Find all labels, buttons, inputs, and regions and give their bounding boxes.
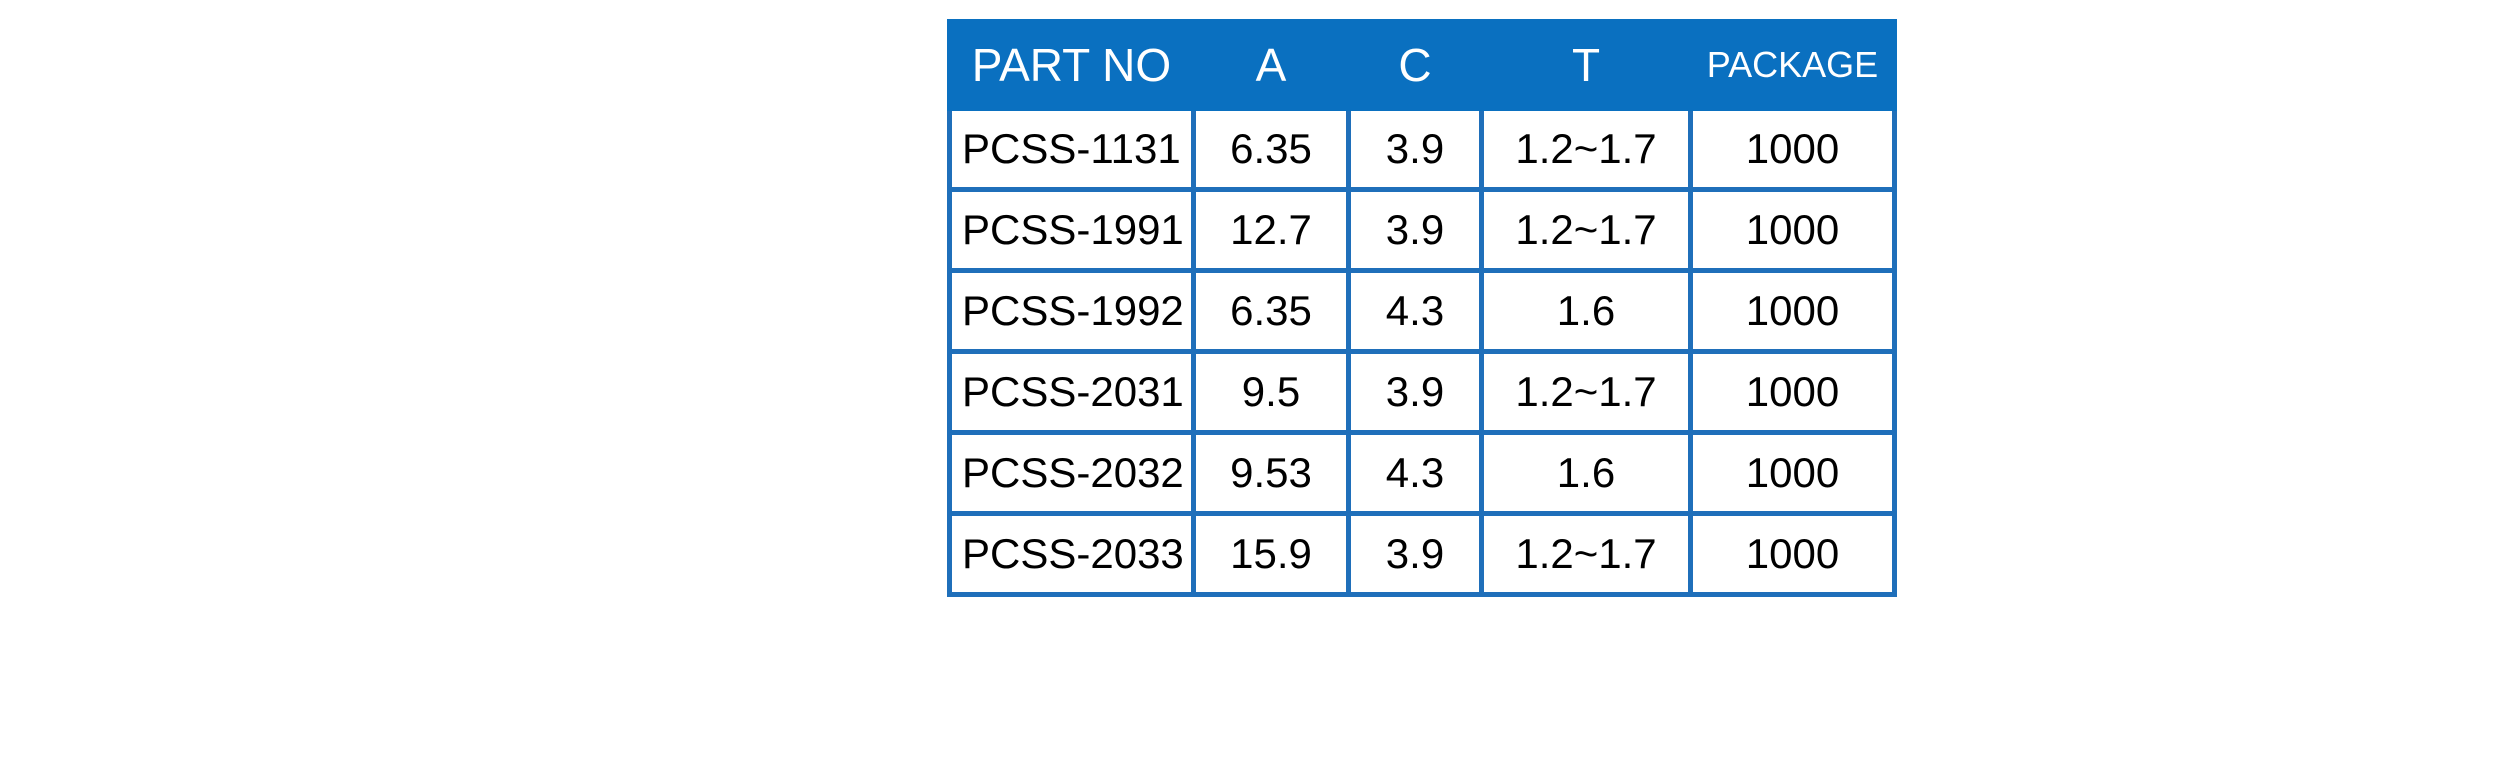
cell-part-no: PCSS-1991 [947,187,1196,273]
cell-a: 9.5 [1191,349,1351,435]
cell-a: 9.53 [1191,430,1351,516]
cell-a: 6.35 [1191,268,1351,354]
cell-c: 3.9 [1346,511,1484,597]
spec-table: PART NO A C T PACKAGE PCSS-1131 6.35 3.9… [947,19,1897,597]
cell-c: 3.9 [1346,106,1484,192]
cell-t: 1.6 [1479,268,1693,354]
header-c: C [1346,19,1484,111]
cell-a: 15.9 [1191,511,1351,597]
cell-package: 1000 [1688,106,1897,192]
cell-t: 1.2~1.7 [1479,106,1693,192]
cell-package: 1000 [1688,430,1897,516]
cell-t: 1.2~1.7 [1479,187,1693,273]
table-body: PCSS-1131 6.35 3.9 1.2~1.7 1000 PCSS-199… [947,106,1897,597]
cell-t: 1.2~1.7 [1479,349,1693,435]
header-t: T [1479,19,1693,111]
table-row: PCSS-1131 6.35 3.9 1.2~1.7 1000 [947,106,1897,192]
cell-c: 4.3 [1346,430,1484,516]
header-package: PACKAGE [1688,19,1897,111]
header-a: A [1191,19,1351,111]
table-row: PCSS-2032 9.53 4.3 1.6 1000 [947,430,1897,516]
cell-c: 4.3 [1346,268,1484,354]
cell-part-no: PCSS-1131 [947,106,1196,192]
cell-part-no: PCSS-2033 [947,511,1196,597]
cell-part-no: PCSS-2031 [947,349,1196,435]
header-row: PART NO A C T PACKAGE [947,19,1897,111]
cell-package: 1000 [1688,268,1897,354]
cell-c: 3.9 [1346,187,1484,273]
header-part-no: PART NO [947,19,1196,111]
table-header: PART NO A C T PACKAGE [947,19,1897,111]
table-row: PCSS-2033 15.9 3.9 1.2~1.7 1000 [947,511,1897,597]
cell-part-no: PCSS-2032 [947,430,1196,516]
cell-a: 6.35 [1191,106,1351,192]
table-row: PCSS-2031 9.5 3.9 1.2~1.7 1000 [947,349,1897,435]
cell-t: 1.6 [1479,430,1693,516]
cell-t: 1.2~1.7 [1479,511,1693,597]
cell-package: 1000 [1688,511,1897,597]
cell-package: 1000 [1688,187,1897,273]
cell-package: 1000 [1688,349,1897,435]
table-row: PCSS-1992 6.35 4.3 1.6 1000 [947,268,1897,354]
cell-c: 3.9 [1346,349,1484,435]
cell-part-no: PCSS-1992 [947,268,1196,354]
table-row: PCSS-1991 12.7 3.9 1.2~1.7 1000 [947,187,1897,273]
cell-a: 12.7 [1191,187,1351,273]
